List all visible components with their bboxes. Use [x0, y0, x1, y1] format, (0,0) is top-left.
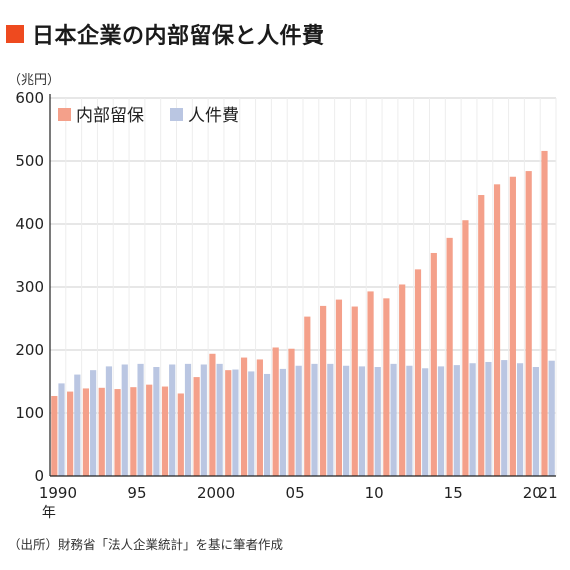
bar-labor-cost-2020 [532, 367, 539, 476]
y-tick-label: 0 [34, 467, 44, 485]
bar-retained-earnings-1996 [146, 384, 153, 476]
bars [51, 150, 555, 477]
bar-labor-cost-1999 [200, 364, 207, 476]
bar-labor-cost-2011 [390, 363, 397, 476]
bar-labor-cost-2005 [295, 365, 302, 476]
legend-swatch-labor-cost [170, 108, 183, 121]
x-tick-label: 20 [523, 484, 542, 502]
bar-retained-earnings-2004 [272, 347, 279, 476]
y-tick-label: 500 [15, 152, 44, 170]
x-tick-label: 1990 [39, 484, 77, 502]
bar-retained-earnings-2009 [351, 306, 358, 476]
bar-labor-cost-2018 [501, 360, 508, 476]
bar-labor-cost-1998 [184, 363, 192, 476]
bar-retained-earnings-2003 [256, 359, 263, 476]
bar-labor-cost-2010 [374, 367, 381, 476]
bar-labor-cost-2003 [263, 373, 271, 476]
x-tick-label: 05 [286, 484, 305, 502]
y-tick-label: 200 [15, 341, 44, 359]
bar-labor-cost-2014 [437, 366, 445, 476]
bar-labor-cost-2017 [485, 361, 492, 476]
y-tick-label: 300 [15, 278, 44, 296]
bar-labor-cost-2009 [358, 366, 366, 476]
bar-labor-cost-2004 [279, 368, 286, 476]
x-tick-label: 95 [127, 484, 146, 502]
bar-labor-cost-1991 [74, 374, 81, 476]
bar-labor-cost-1994 [121, 364, 128, 476]
bar-labor-cost-2008 [343, 365, 350, 476]
y-tick-label: 100 [15, 404, 44, 422]
y-tick-label: 400 [15, 215, 44, 233]
bar-retained-earnings-2017 [478, 195, 485, 476]
bar-retained-earnings-2020 [525, 171, 532, 476]
bar-retained-earnings-2014 [430, 252, 437, 476]
bar-retained-earnings-1994 [114, 389, 121, 476]
bar-labor-cost-2015 [453, 365, 460, 476]
bar-retained-earnings-2011 [383, 298, 390, 476]
legend-swatch-retained-earnings [58, 108, 71, 121]
bar-labor-cost-1995 [137, 363, 144, 476]
y-tick-label: 600 [15, 89, 44, 107]
bar-retained-earnings-1998 [177, 393, 184, 476]
bar-labor-cost-1996 [153, 367, 160, 476]
bar-retained-earnings-1995 [130, 387, 137, 476]
legend: 内部留保 人件費 [58, 106, 239, 126]
bar-retained-earnings-2001 [225, 370, 232, 476]
source-note: （出所）財務省「法人企業統計」を基に筆者作成 [8, 537, 284, 552]
bar-labor-cost-2006 [311, 363, 318, 476]
bar-retained-earnings-2007 [320, 305, 327, 476]
bar-labor-cost-2000 [216, 363, 223, 476]
x-tick-label: 10 [365, 484, 384, 502]
bar-labor-cost-2001 [232, 369, 239, 476]
title-square-icon [6, 25, 24, 43]
bar-labor-cost-2012 [406, 365, 413, 476]
legend-label-labor-cost: 人件費 [188, 106, 239, 126]
x-tick-label: 21 [539, 484, 558, 502]
bar-labor-cost-2002 [248, 371, 255, 476]
bar-retained-earnings-2002 [240, 357, 248, 476]
legend-label-retained-earnings: 内部留保 [76, 106, 144, 126]
title-row: 日本企業の内部留保と人件費 [6, 18, 325, 50]
bar-retained-earnings-2010 [367, 291, 374, 476]
bar-labor-cost-2019 [516, 363, 524, 476]
bar-retained-earnings-1990 [51, 395, 58, 476]
bar-retained-earnings-2000 [209, 353, 216, 476]
bar-labor-cost-1993 [105, 366, 113, 476]
bar-retained-earnings-2012 [399, 284, 406, 476]
bar-retained-earnings-1999 [193, 377, 200, 476]
bar-labor-cost-2021 [548, 360, 555, 476]
bar-retained-earnings-2013 [414, 269, 422, 476]
bar-retained-earnings-2018 [493, 184, 501, 476]
bar-labor-cost-1992 [90, 370, 97, 476]
y-axis-unit-label: （兆円） [8, 73, 61, 88]
bar-labor-cost-2007 [327, 363, 334, 476]
x-tick-label: 2000 [197, 484, 235, 502]
chart-title: 日本企業の内部留保と人件費 [32, 24, 325, 49]
bar-retained-earnings-2005 [288, 348, 295, 476]
bar-retained-earnings-1991 [67, 391, 74, 476]
bar-retained-earnings-1997 [161, 386, 169, 476]
bar-retained-earnings-2006 [304, 316, 311, 476]
bar-labor-cost-2016 [469, 363, 476, 476]
bar-retained-earnings-1992 [82, 388, 90, 476]
bar-retained-earnings-2016 [462, 220, 469, 476]
bar-retained-earnings-2015 [446, 237, 453, 476]
bar-retained-earnings-2021 [541, 150, 548, 477]
bar-retained-earnings-2008 [335, 299, 343, 476]
x-axis-year-suffix: 年 [42, 505, 56, 521]
bar-retained-earnings-2019 [509, 176, 516, 476]
bar-labor-cost-2013 [422, 368, 429, 476]
bar-retained-earnings-1993 [98, 387, 105, 476]
bar-labor-cost-1990 [58, 383, 65, 476]
x-tick-label: 15 [444, 484, 463, 502]
bar-labor-cost-1997 [169, 364, 176, 476]
